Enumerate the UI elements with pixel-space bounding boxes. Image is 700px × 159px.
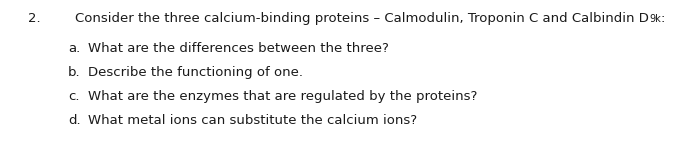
Text: What are the differences between the three?: What are the differences between the thr… — [88, 42, 389, 55]
Text: 2.: 2. — [28, 12, 41, 25]
Text: What are the enzymes that are regulated by the proteins?: What are the enzymes that are regulated … — [88, 90, 477, 103]
Text: What metal ions can substitute the calcium ions?: What metal ions can substitute the calci… — [88, 114, 417, 127]
Text: b.: b. — [68, 66, 80, 79]
Text: Describe the functioning of one.: Describe the functioning of one. — [88, 66, 303, 79]
Text: d.: d. — [68, 114, 80, 127]
Text: c.: c. — [68, 90, 80, 103]
Text: a.: a. — [68, 42, 80, 55]
Text: 9k: 9k — [649, 14, 661, 24]
Text: :: : — [661, 12, 665, 25]
Text: Consider the three calcium-binding proteins – Calmodulin, Troponin C and Calbind: Consider the three calcium-binding prote… — [75, 12, 649, 25]
